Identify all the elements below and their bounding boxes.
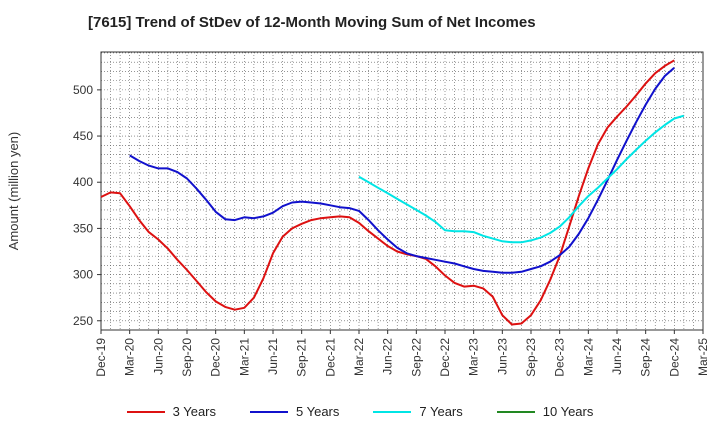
x-tick-label: Dec-24 <box>667 338 681 377</box>
legend-label: 10 Years <box>542 404 594 419</box>
x-tick-label: Jun-21 <box>266 338 280 375</box>
x-tick-label: Sep-23 <box>524 338 538 377</box>
series-line-5-years <box>129 66 675 274</box>
legend-swatch <box>373 410 412 413</box>
y-tick-label: 500 <box>73 83 93 97</box>
legend-label: 3 Years <box>172 404 216 419</box>
x-tick-label: Jun-23 <box>495 338 509 375</box>
x-tick-label: Jun-24 <box>610 338 624 375</box>
legend-label: 7 Years <box>419 404 463 419</box>
legend: 3 Years 5 Years 7 Years 10 Years <box>0 404 720 419</box>
legend-item: 10 Years <box>496 404 594 419</box>
plot-area <box>101 52 703 330</box>
x-tick-label: Mar-24 <box>581 338 595 376</box>
series-line-7-years <box>358 114 685 244</box>
legend-swatch <box>250 410 288 413</box>
series-line-3-years <box>100 59 675 326</box>
x-tick-label: Dec-23 <box>553 338 567 377</box>
legend-item: 3 Years <box>126 404 216 419</box>
x-tick-label: Sep-22 <box>409 338 423 377</box>
line-chart: 250 300 350 400 450 500 Dec-19 Mar-20 Jun-20 Sep-… <box>6 51 710 377</box>
x-tick-label: Mar-25 <box>696 338 710 376</box>
x-tick-label: Mar-22 <box>352 338 366 376</box>
chart-title: [7615] Trend of StDev of 12-Month Moving… <box>88 14 536 31</box>
legend-item: 5 Years <box>250 404 339 419</box>
x-tick-label: Dec-19 <box>94 338 108 377</box>
x-tick-label: Mar-20 <box>123 338 137 376</box>
y-tick-label: 300 <box>73 268 93 282</box>
legend-swatch <box>496 410 535 413</box>
x-tick-label: Jun-20 <box>151 338 165 375</box>
x-tick-label: Mar-23 <box>467 338 481 376</box>
x-tick-label: Sep-21 <box>295 338 309 377</box>
x-tick-label: Jun-22 <box>381 338 395 375</box>
x-tick-label: Dec-21 <box>323 338 337 377</box>
y-tick-label: 400 <box>73 175 93 189</box>
x-tick-label: Dec-20 <box>209 338 223 377</box>
x-tick-label: Mar-21 <box>237 338 251 376</box>
y-tick-label: 350 <box>73 221 93 235</box>
x-tick-label: Dec-22 <box>438 338 452 377</box>
y-axis-label: Amount (million yen) <box>6 132 21 251</box>
legend-label: 5 Years <box>296 404 340 419</box>
legend-item: 7 Years <box>373 404 463 419</box>
y-tick-label: 250 <box>73 314 93 328</box>
plot-border <box>100 51 704 331</box>
x-tick-label: Sep-24 <box>639 338 653 377</box>
y-tick-label: 450 <box>73 129 93 143</box>
legend-swatch <box>126 410 165 413</box>
x-tick-label: Sep-20 <box>180 338 194 377</box>
